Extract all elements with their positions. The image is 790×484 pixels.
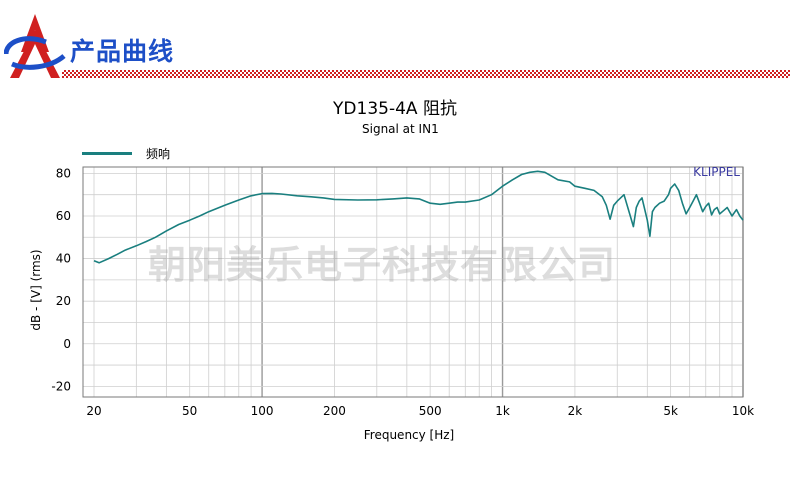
x-tick-label: 1k [495,404,510,418]
x-tick-label: 100 [251,404,274,418]
grid-lines [83,167,744,397]
x-tick-label: 200 [323,404,346,418]
page-header: 产品曲线 [0,0,790,88]
legend-label: 频响 [146,147,171,161]
x-tick-label: 2k [568,404,583,418]
x-tick-label: 10k [732,404,754,418]
series-layer [93,170,744,264]
x-tick-label: 500 [419,404,442,418]
header-checker-divider [62,70,790,78]
legend-swatch [82,152,132,155]
x-tick-label: 5k [663,404,678,418]
klippel-brand-tag: KLIPPEL [693,165,740,179]
y-tick-label: 80 [56,166,71,180]
y-tick-label: 60 [56,209,71,223]
y-tick-label: 40 [56,252,71,266]
y-tick-label: 20 [56,294,71,308]
x-tick-label: 50 [182,404,197,418]
plot-frame [82,166,744,398]
page-title: 产品曲线 [70,37,175,66]
y-tick-label: 0 [63,337,71,351]
x-tick-label: 20 [86,404,101,418]
series-line [93,170,744,264]
chart-title: YD135-4A 阻抗 [333,99,457,119]
x-axis-title: Frequency [Hz] [364,428,455,442]
chart-subtitle: Signal at IN1 [362,122,439,136]
y-tick-label: -20 [51,379,71,393]
a-letter-logo-icon [4,14,66,78]
y-axis-title: dB - [V] (rms) [29,249,43,330]
